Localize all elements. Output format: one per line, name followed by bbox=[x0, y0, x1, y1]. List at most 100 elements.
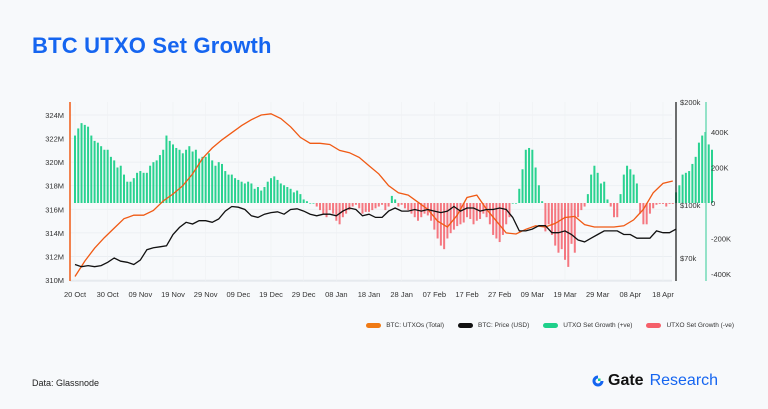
growth-bar-positive bbox=[207, 153, 210, 203]
growth-bar-negative bbox=[570, 203, 573, 244]
price-tick-label: $70k bbox=[680, 254, 697, 263]
growth-bar-positive bbox=[632, 174, 635, 203]
growth-bar-positive bbox=[586, 194, 589, 203]
left-tick-label: 320M bbox=[45, 158, 64, 167]
growth-bar-positive bbox=[178, 149, 181, 203]
x-tick-label: 29 Mar bbox=[586, 290, 610, 299]
x-tick-label: 09 Mar bbox=[521, 290, 545, 299]
growth-tick-label: -400K bbox=[711, 270, 731, 279]
growth-bar-positive bbox=[593, 165, 596, 203]
growth-bar-negative bbox=[322, 203, 325, 214]
x-tick-label: 07 Feb bbox=[423, 290, 446, 299]
growth-bar-positive bbox=[217, 162, 220, 203]
growth-bar-negative bbox=[374, 203, 377, 209]
growth-bar-negative bbox=[443, 203, 446, 250]
growth-bar-negative bbox=[387, 203, 390, 207]
legend-label: BTC: Price (USD) bbox=[478, 322, 530, 329]
growth-bar-positive bbox=[145, 172, 148, 203]
growth-bar-negative bbox=[475, 203, 478, 221]
growth-bar-negative bbox=[508, 203, 511, 218]
growth-bar-positive bbox=[619, 194, 622, 203]
growth-bar-positive bbox=[126, 181, 129, 203]
growth-bar-positive bbox=[289, 188, 292, 203]
growth-bar-negative bbox=[439, 203, 442, 246]
growth-bar-negative bbox=[498, 203, 501, 243]
growth-axis-ticks: 400K 200K 0 -200K -400K bbox=[711, 128, 731, 279]
growth-bar-positive bbox=[697, 142, 700, 203]
growth-bar-positive bbox=[155, 160, 158, 203]
growth-bar-positive bbox=[211, 160, 214, 203]
growth-bar-positive bbox=[305, 201, 308, 203]
growth-bar-positive bbox=[511, 203, 514, 204]
growth-bar-negative bbox=[482, 203, 485, 214]
growth-bar-negative bbox=[655, 203, 658, 205]
growth-bar-positive bbox=[678, 185, 681, 203]
growth-bar-positive bbox=[96, 142, 99, 203]
legend-item-price[interactable]: BTC: Price (USD) bbox=[458, 322, 529, 329]
growth-bar-negative bbox=[364, 203, 367, 212]
growth-bar-positive bbox=[590, 174, 593, 203]
legend-item-utxo-total[interactable]: BTC: UTXOs (Total) bbox=[366, 322, 444, 329]
growth-bar-positive bbox=[214, 165, 217, 203]
growth-bar-positive bbox=[263, 187, 266, 203]
growth-bar-negative bbox=[573, 203, 576, 253]
growth-bar-negative bbox=[368, 203, 370, 212]
growth-bar-positive bbox=[243, 183, 246, 203]
growth-bar-positive bbox=[90, 135, 93, 203]
growth-bar-negative bbox=[665, 203, 668, 207]
growth-bar-negative bbox=[407, 203, 410, 211]
x-tick-label: 29 Nov bbox=[194, 290, 218, 299]
growth-bar-positive bbox=[531, 149, 534, 203]
x-tick-label: 19 Mar bbox=[553, 290, 577, 299]
left-tick-label: 314M bbox=[45, 229, 64, 238]
legend-swatch-growth-positive bbox=[543, 323, 559, 328]
growth-bar-negative bbox=[319, 203, 321, 211]
x-tick-label: 18 Apr bbox=[652, 290, 674, 299]
growth-bar-positive bbox=[224, 171, 227, 203]
growth-bar-negative bbox=[642, 203, 645, 225]
growth-bar-positive bbox=[149, 165, 152, 203]
growth-bar-positive bbox=[521, 169, 524, 203]
growth-bar-positive bbox=[188, 146, 191, 203]
legend-item-growth-positive[interactable]: UTXO Set Growth (+ve) bbox=[543, 322, 632, 329]
growth-bars bbox=[74, 123, 713, 267]
growth-bar-negative bbox=[361, 203, 364, 214]
left-tick-label: 318M bbox=[45, 182, 64, 191]
growth-bar-positive bbox=[240, 181, 243, 203]
growth-bar-negative bbox=[403, 203, 406, 209]
growth-bar-positive bbox=[181, 153, 184, 203]
growth-bar-positive bbox=[599, 183, 602, 203]
growth-bar-positive bbox=[626, 165, 629, 203]
gate-logo-icon bbox=[592, 375, 604, 387]
growth-bar-positive bbox=[142, 172, 145, 203]
growth-bar-positive bbox=[528, 147, 531, 203]
growth-bar-positive bbox=[541, 201, 544, 203]
growth-bar-positive bbox=[253, 188, 256, 203]
price-line bbox=[74, 205, 677, 268]
growth-bar-positive bbox=[152, 162, 155, 203]
growth-bar-positive bbox=[286, 187, 289, 203]
growth-bar-negative bbox=[560, 203, 563, 250]
x-tick-label: 28 Jan bbox=[390, 290, 413, 299]
legend-swatch-price bbox=[458, 323, 473, 328]
growth-bar-positive bbox=[74, 135, 76, 203]
growth-bar-positive bbox=[93, 140, 96, 203]
growth-bar-positive bbox=[204, 156, 207, 203]
growth-bar-negative bbox=[462, 203, 465, 223]
growth-bar-negative bbox=[645, 203, 648, 225]
growth-bar-positive bbox=[87, 126, 90, 203]
growth-bar-negative bbox=[384, 203, 387, 211]
growth-bar-negative bbox=[639, 203, 642, 214]
growth-bar-negative bbox=[609, 203, 612, 207]
growth-tick-label: 400K bbox=[711, 128, 729, 137]
growth-bar-negative bbox=[472, 203, 475, 225]
growth-bar-negative bbox=[348, 203, 351, 211]
growth-bar-positive bbox=[194, 149, 197, 203]
legend-item-growth-negative[interactable]: UTXO Set Growth (-ve) bbox=[646, 322, 734, 329]
left-tick-label: 316M bbox=[45, 205, 64, 214]
growth-bar-negative bbox=[430, 203, 433, 221]
legend-label: UTXO Set Growth (+ve) bbox=[563, 322, 633, 329]
x-tick-label: 29 Dec bbox=[292, 290, 316, 299]
growth-bar-positive bbox=[276, 179, 279, 203]
growth-bar-positive bbox=[707, 144, 710, 203]
